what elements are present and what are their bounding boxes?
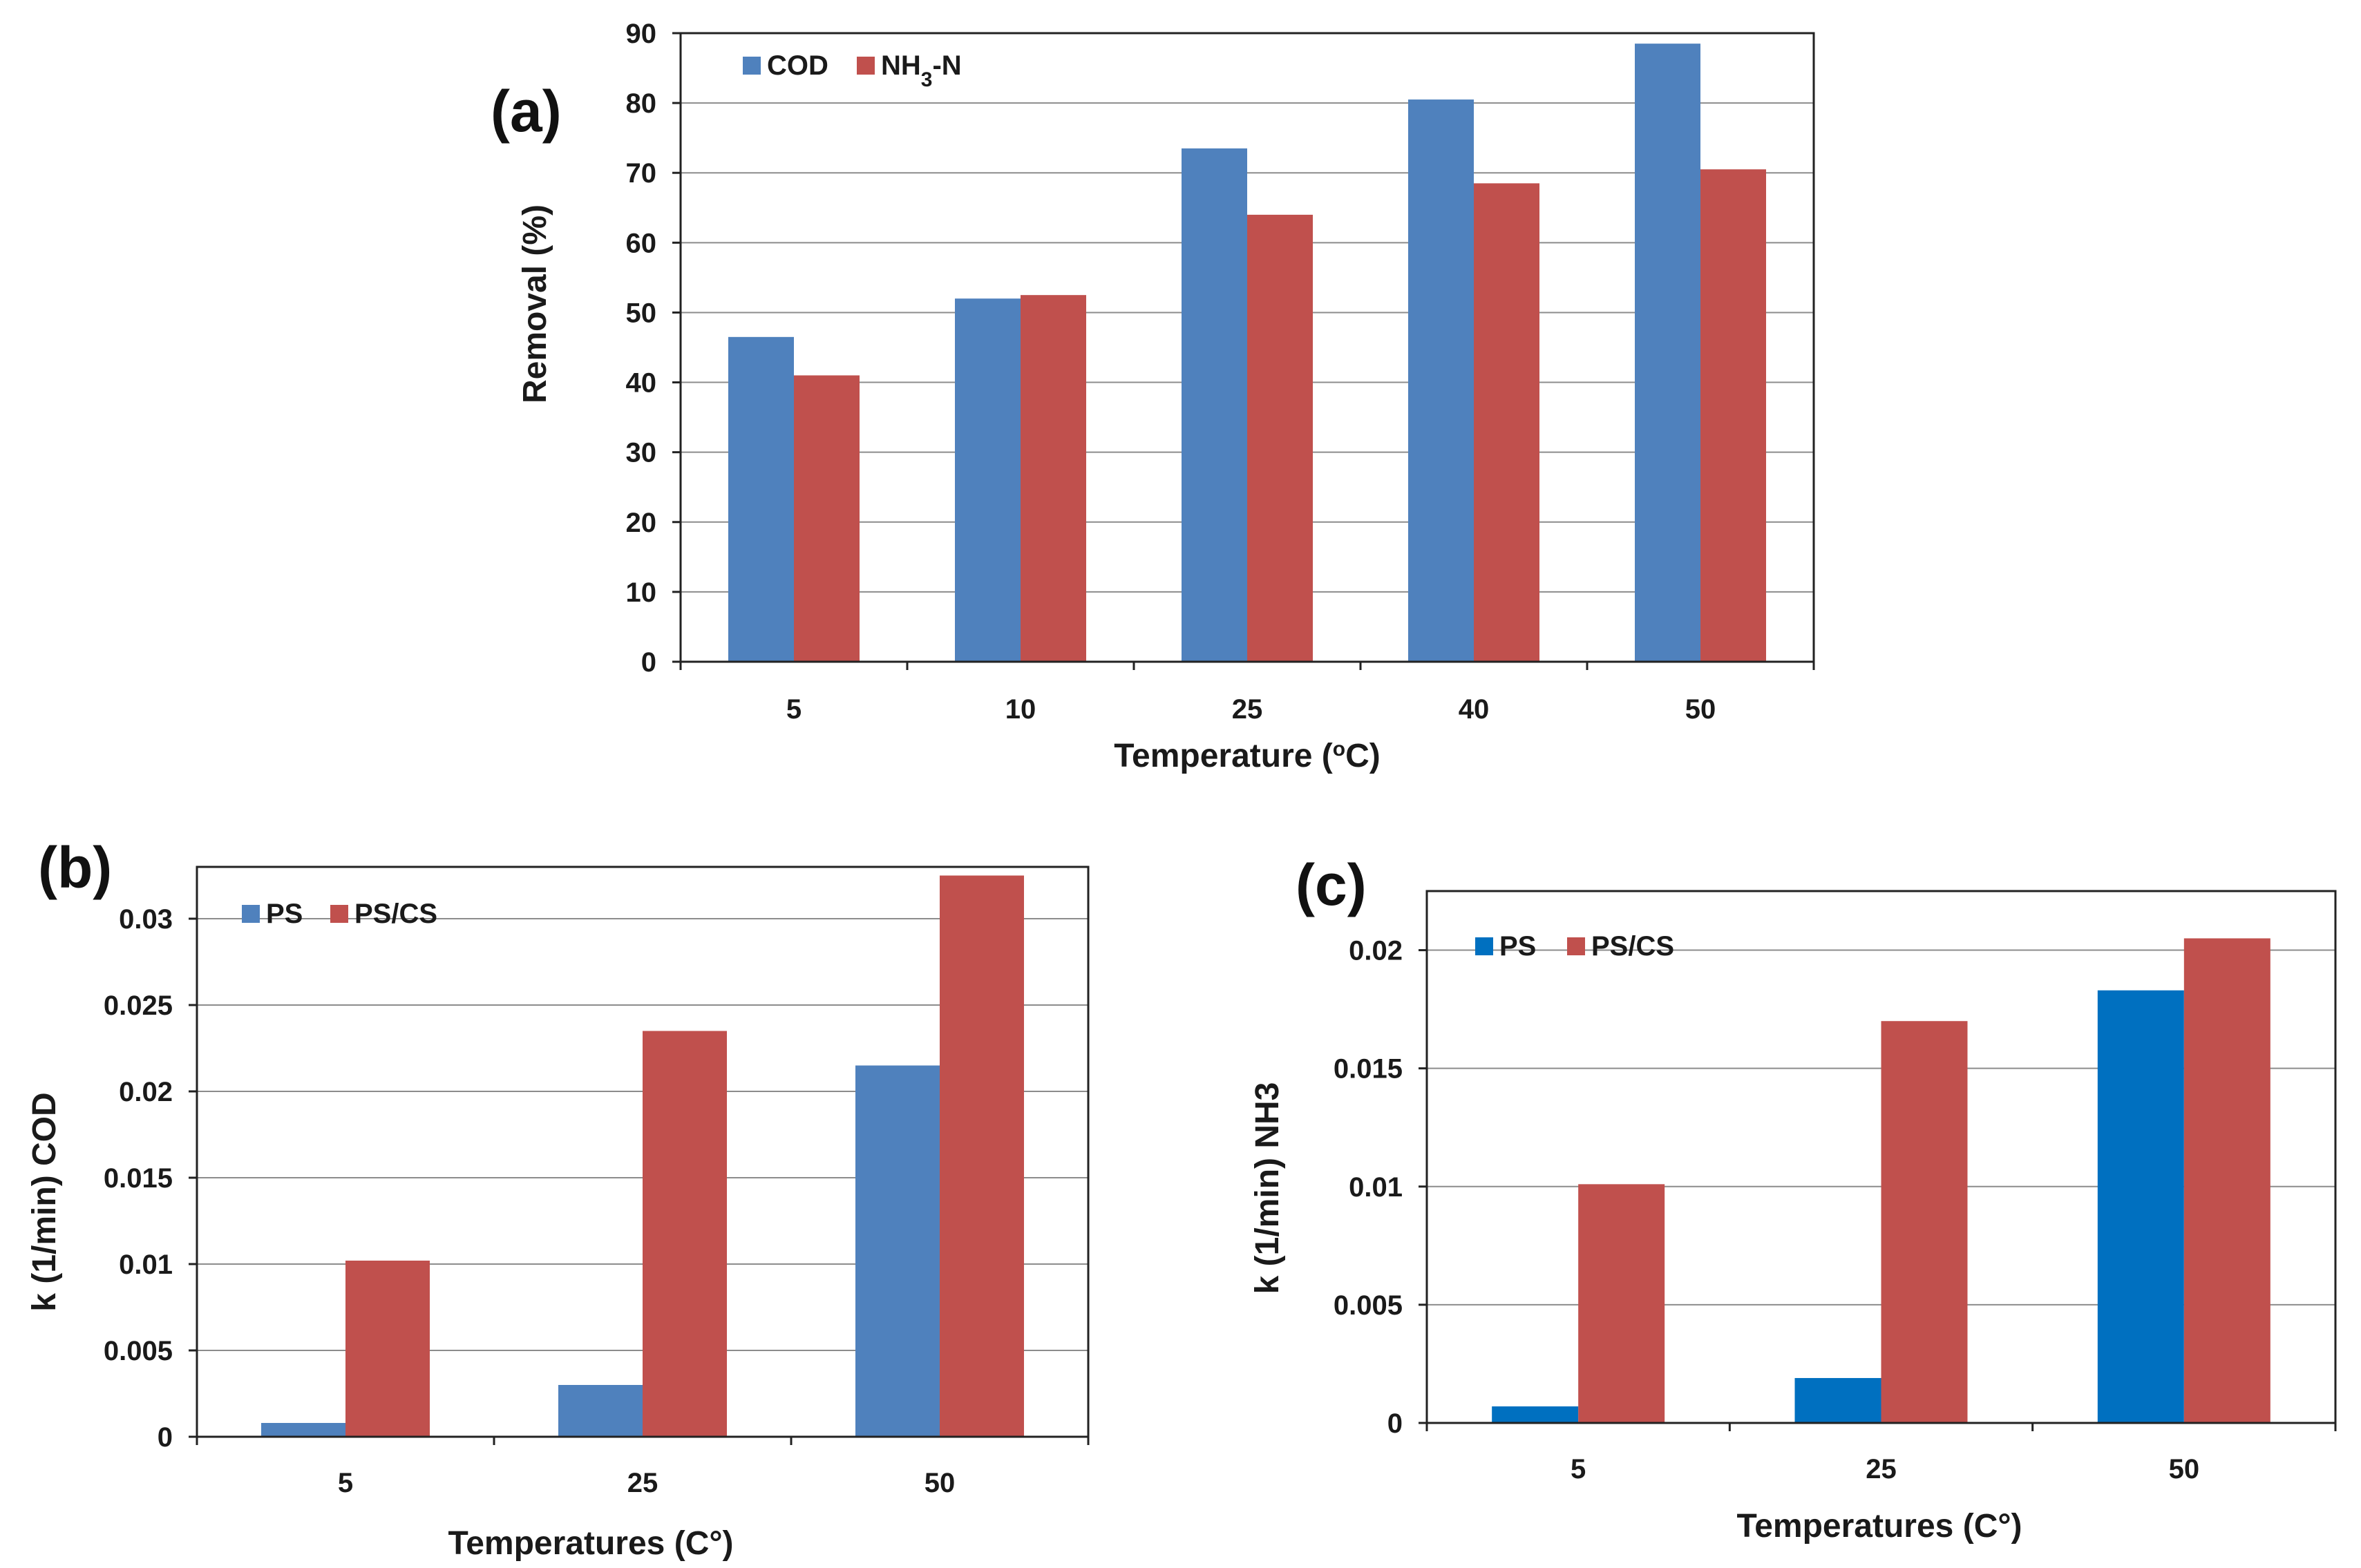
bar-b-pscs-5 xyxy=(345,1261,430,1437)
chart-a-y-tick-label: 10 xyxy=(626,577,657,608)
bar-c-ps-5 xyxy=(1492,1406,1579,1423)
chart-b-x-axis-label: Temperatures (C°) xyxy=(448,1525,733,1562)
chart-a-y-tick-label: 90 xyxy=(626,19,657,49)
chart-c-y-ticks: 0 0.005 0.01 0.015 0.02 xyxy=(1334,936,1427,1439)
bar-a-nh3n-25 xyxy=(1247,214,1313,662)
chart-a-x-tick-label: 10 xyxy=(1005,694,1036,725)
chart-a-plot-frame xyxy=(679,32,1815,663)
chart-b-y-tick-label: 0.025 xyxy=(104,991,173,1021)
chart-a-x-tick-label: 40 xyxy=(1459,694,1490,725)
chart-a-bars xyxy=(728,44,1766,662)
chart-b-x-tick-label: 25 xyxy=(627,1468,658,1498)
bar-a-nh3n-5 xyxy=(794,375,860,662)
chart-b-y-tick-label: 0.01 xyxy=(119,1250,173,1280)
chart-b-y-axis-label: k (1/min) COD xyxy=(26,1092,63,1311)
chart-b-x-tick-label: 50 xyxy=(925,1468,956,1498)
chart-c-y-tick-label: 0.005 xyxy=(1334,1290,1403,1321)
bar-b-pscs-50 xyxy=(940,875,1024,1437)
bar-b-ps-25 xyxy=(558,1385,643,1437)
bar-c-ps-25 xyxy=(1794,1377,1881,1423)
chart-c-y-tick-label: 0.01 xyxy=(1349,1172,1403,1203)
chart-a-y-ticks: 0 10 20 30 40 50 60 70 80 90 xyxy=(626,19,681,678)
bar-a-cod-10 xyxy=(955,298,1021,662)
chart-c-legend: PS PS/CS xyxy=(1475,931,1674,962)
chart-a-x-axis-label: Temperature (oC) xyxy=(1114,738,1381,775)
chart-a-x-tick-label: 5 xyxy=(786,694,802,725)
chart-b: (b) 0 0.005 0.01 0.015 0.02 0.025 0.03 5 25 50 k… xyxy=(26,835,1090,1562)
chart-a-y-axis-label: Removal (%) xyxy=(517,204,553,403)
bar-a-cod-5 xyxy=(728,336,794,662)
legend-swatch-ps-b xyxy=(242,905,260,923)
chart-c-x-tick-label: 50 xyxy=(2169,1454,2200,1484)
chart-a-y-tick-label: 70 xyxy=(626,158,657,189)
chart-a: (a) 0 10 20 30 40 50 60 70 80 90 5 10 25 40 50 Remova… xyxy=(491,19,1815,775)
chart-b-y-tick-label: 0.02 xyxy=(119,1077,173,1107)
chart-a-y-tick-label: 60 xyxy=(626,228,657,258)
chart-b-plot-frame xyxy=(196,866,1090,1438)
chart-c-y-tick-label: 0.015 xyxy=(1334,1054,1403,1084)
panel-label-a: (a) xyxy=(491,79,562,144)
chart-c-x-axis-label: Temperatures (C°) xyxy=(1736,1508,2022,1545)
chart-b-bars xyxy=(261,875,1024,1437)
chart-a-x-tick-label: 25 xyxy=(1232,694,1263,725)
bar-b-ps-5 xyxy=(261,1423,345,1437)
chart-c-y-tick-label: 0.02 xyxy=(1349,936,1403,966)
chart-a-x-ticks: 5 10 25 40 50 xyxy=(679,662,1815,725)
legend-label-cod: COD xyxy=(767,50,828,81)
legend-swatch-ps-c xyxy=(1475,937,1493,955)
chart-c-bars xyxy=(1492,938,2270,1423)
chart-b-y-tick-label: 0 xyxy=(158,1422,173,1453)
chart-c: (c) 0 0.005 0.01 0.015 0.02 5 25 50 k (1/min) … xyxy=(1249,852,2337,1545)
bar-c-pscs-50 xyxy=(2183,938,2270,1423)
chart-a-x-tick-label: 50 xyxy=(1685,694,1716,725)
legend-swatch-cod xyxy=(743,57,761,75)
legend-label-pscs-b: PS/CS xyxy=(354,899,437,929)
bar-a-nh3n-10 xyxy=(1021,295,1086,662)
panel-label-b: (b) xyxy=(38,835,112,900)
legend-swatch-pscs-c xyxy=(1567,937,1585,955)
chart-c-y-tick-label: 0 xyxy=(1387,1408,1403,1439)
chart-b-legend: PS PS/CS xyxy=(242,899,437,929)
chart-b-x-ticks: 5 25 50 xyxy=(196,1437,1090,1498)
chart-c-x-tick-label: 25 xyxy=(1866,1454,1897,1484)
chart-a-y-tick-label: 40 xyxy=(626,368,657,399)
bar-c-ps-50 xyxy=(2097,990,2184,1423)
legend-swatch-pscs-b xyxy=(330,905,348,923)
chart-a-y-tick-label: 50 xyxy=(626,298,657,328)
chart-a-y-tick-label: 80 xyxy=(626,88,657,119)
chart-c-plot-frame xyxy=(1425,890,2337,1424)
bar-a-cod-50 xyxy=(1635,44,1700,662)
chart-b-y-ticks: 0 0.005 0.01 0.015 0.02 0.025 0.03 xyxy=(104,904,197,1453)
chart-b-y-tick-label: 0.03 xyxy=(119,904,173,935)
chart-c-x-tick-label: 5 xyxy=(1571,1454,1586,1484)
bar-a-nh3n-50 xyxy=(1700,169,1766,662)
legend-swatch-nh3n xyxy=(857,57,875,75)
bar-a-cod-40 xyxy=(1408,99,1474,662)
legend-label-ps-b: PS xyxy=(266,899,303,929)
chart-a-y-tick-label: 30 xyxy=(626,438,657,468)
chart-a-legend: COD NH3-N xyxy=(743,50,962,91)
bar-b-ps-50 xyxy=(855,1065,940,1437)
bar-c-pscs-5 xyxy=(1578,1184,1665,1423)
chart-a-y-tick-label: 0 xyxy=(641,647,656,678)
chart-b-y-tick-label: 0.015 xyxy=(104,1163,173,1194)
chart-a-y-tick-label: 20 xyxy=(626,508,657,538)
legend-label-nh3n: NH3-N xyxy=(881,50,962,91)
bar-b-pscs-25 xyxy=(643,1031,727,1437)
chart-b-x-tick-label: 5 xyxy=(338,1468,353,1498)
legend-label-pscs-c: PS/CS xyxy=(1591,931,1674,962)
bar-a-cod-25 xyxy=(1182,148,1247,662)
panel-label-c: (c) xyxy=(1296,852,1367,917)
bar-c-pscs-25 xyxy=(1881,1021,1968,1423)
chart-c-y-axis-label: k (1/min) NH3 xyxy=(1249,1082,1286,1294)
chart-c-x-ticks: 5 25 50 xyxy=(1425,1423,2337,1484)
bar-a-nh3n-40 xyxy=(1474,183,1539,662)
chart-b-y-tick-label: 0.005 xyxy=(104,1336,173,1366)
legend-label-ps-c: PS xyxy=(1499,931,1536,962)
